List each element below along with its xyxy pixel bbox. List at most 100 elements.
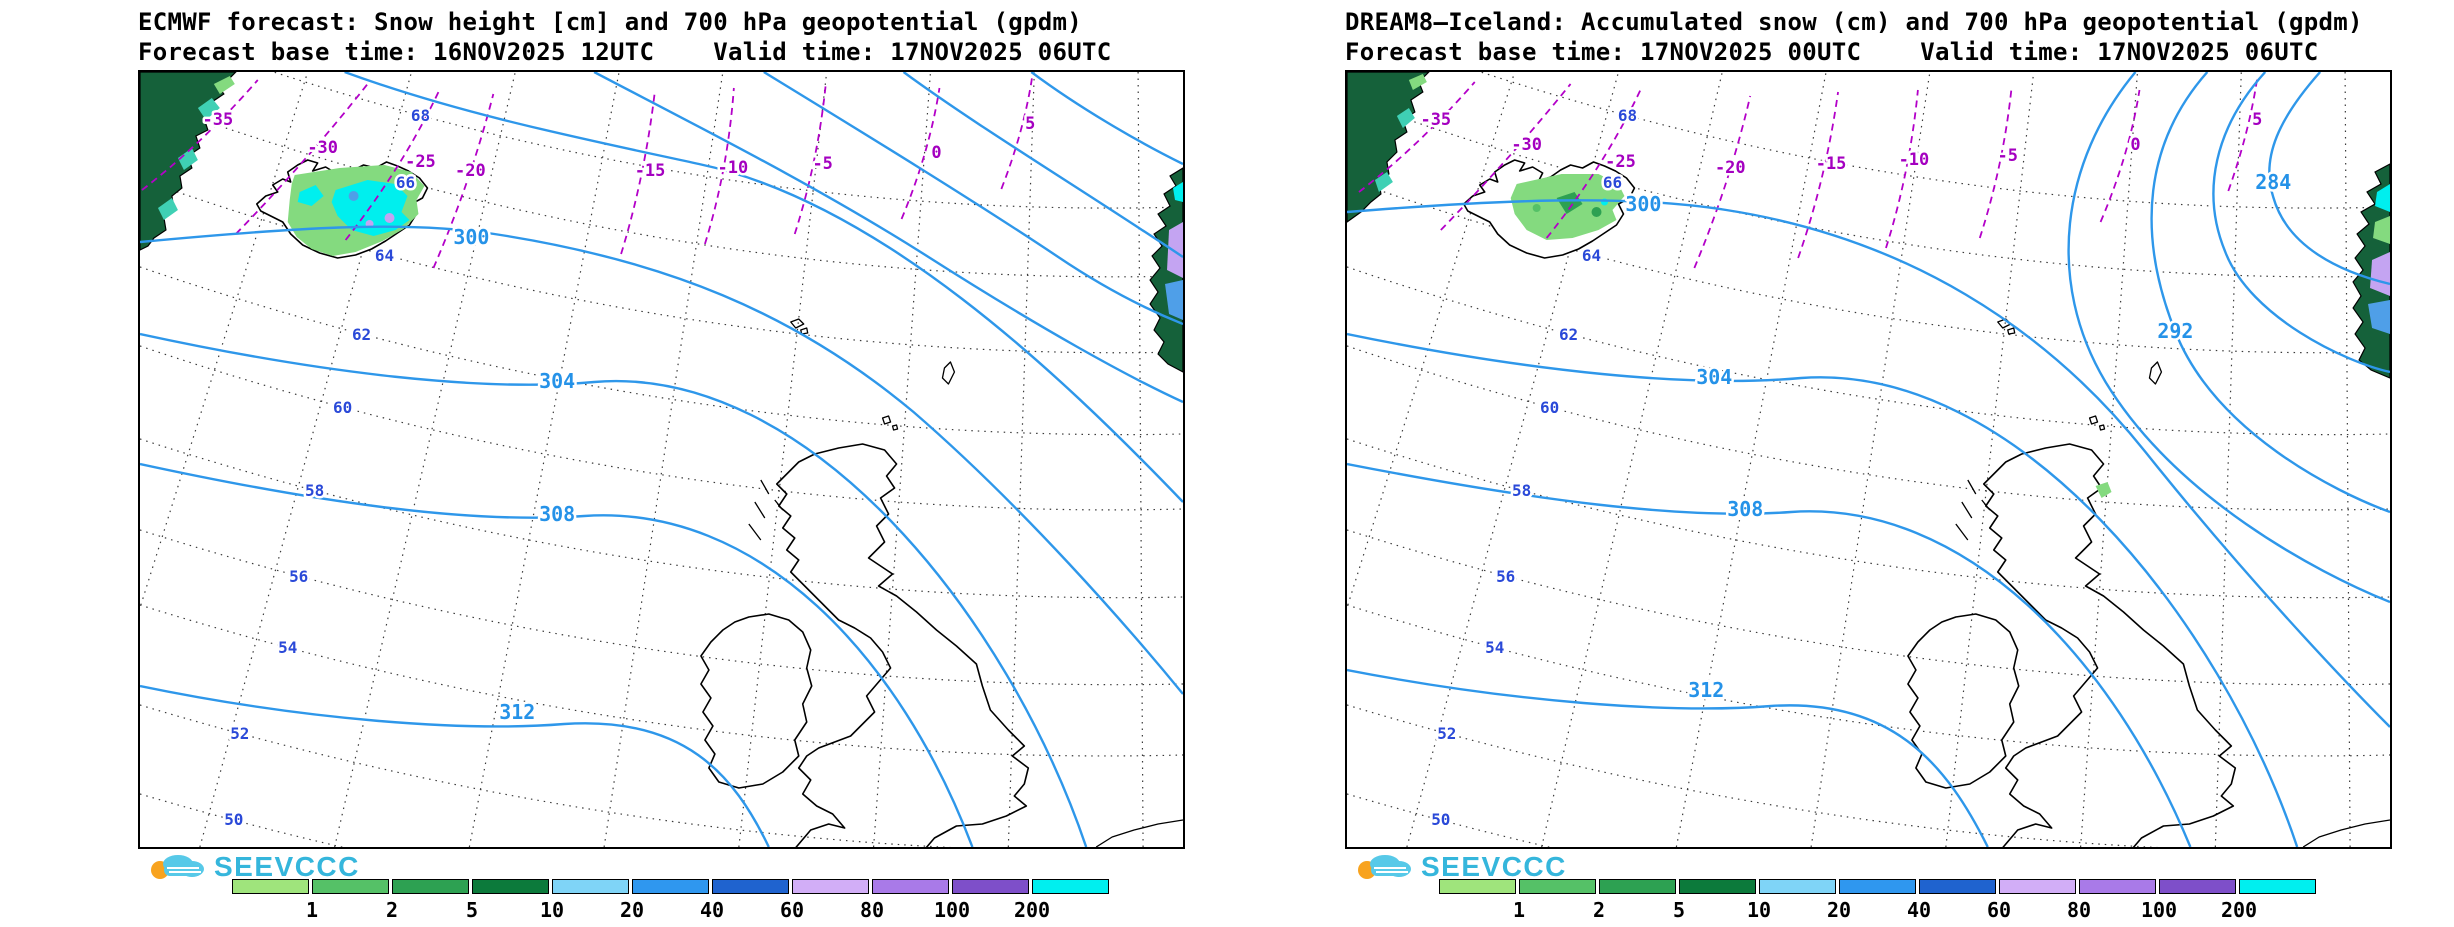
orkney-islands	[881, 415, 899, 431]
latitude-label: 64	[1582, 246, 1601, 265]
scale-cell	[872, 879, 949, 894]
latitude-label: 60	[1540, 398, 1559, 417]
temperature-contours	[141, 75, 1034, 269]
geopotential-label: 284	[2255, 170, 2291, 194]
scale-tick: 200	[1013, 898, 1051, 922]
snow-scale-ticks: 1 2 5 10 20 40 60 80 100 200	[232, 896, 1152, 922]
geopotential-label: 292	[2157, 319, 2193, 343]
temperature-label: -25	[1605, 152, 1636, 172]
temperature-label: -5	[812, 154, 832, 174]
orkney-islands	[2088, 415, 2106, 431]
latitude-label: 68	[1618, 106, 1637, 125]
map-frame-ecmwf: 68 66 64 62 60 58 56 54 52 50 -35 -30 -2…	[138, 70, 1185, 849]
ireland-coast	[1907, 613, 2020, 789]
scale-cell	[2079, 879, 2156, 894]
geopotential-contours	[140, 72, 1183, 847]
scale-cell	[1519, 879, 1596, 894]
scale-tick: 40	[1906, 898, 1932, 922]
latitude-label: 60	[333, 398, 352, 417]
scale-cell	[792, 879, 869, 894]
snow-scale-ticks: 1 2 5 10 20 40 60 80 100 200	[1439, 896, 2359, 922]
continental-coast	[1095, 819, 1183, 847]
hebrides-islands	[748, 479, 784, 541]
geopotential-label: 308	[1727, 497, 1763, 521]
panel-subtitle-dream8: Forecast base time: 17NOV2025 00UTC Vali…	[1345, 38, 2319, 66]
temperature-label: -5	[1998, 146, 2018, 166]
temperature-label: -15	[1816, 154, 1847, 174]
scale-tick: 60	[1986, 898, 2012, 922]
scale-cell	[232, 879, 309, 894]
latitude-label: 58	[1512, 481, 1531, 500]
temperature-label: 0	[2130, 135, 2140, 155]
latitude-label: 50	[1431, 810, 1450, 829]
scale-cell	[952, 879, 1029, 894]
scale-cell	[632, 879, 709, 894]
temperature-label: -30	[1511, 135, 1542, 155]
weather-map-ecmwf: 68 66 64 62 60 58 56 54 52 50 -35 -30 -2…	[140, 72, 1183, 847]
geopotential-label: 308	[539, 502, 575, 526]
scale-cell	[712, 879, 789, 894]
scale-tick: 100	[2140, 898, 2178, 922]
snow-color-scale	[1439, 879, 2316, 894]
greenland-coast	[1347, 72, 1430, 223]
land-masses	[1347, 72, 2390, 847]
temperature-label: -25	[405, 152, 436, 172]
panel-subtitle-ecmwf: Forecast base time: 16NOV2025 12UTC Vali…	[138, 38, 1112, 66]
scale-cell	[1759, 879, 1836, 894]
scale-cell	[312, 879, 389, 894]
panel-ecmwf: ECMWF forecast: Snow height [cm] and 700…	[138, 8, 1185, 927]
map-labels: 68 66 64 62 60 58 56 54 52 50 -35 -30 -2…	[1418, 103, 2294, 831]
scale-tick: 60	[779, 898, 805, 922]
weather-map-dream8: 68 66 64 62 60 58 56 54 52 50 -35 -30 -2…	[1347, 72, 2390, 847]
temperature-label: -30	[307, 138, 338, 158]
scale-cell	[2239, 879, 2316, 894]
scale-tick: 2	[1592, 898, 1606, 922]
scale-tick: 5	[465, 898, 479, 922]
scale-tick: 10	[1746, 898, 1772, 922]
scale-cell	[1919, 879, 1996, 894]
scale-cell	[472, 879, 549, 894]
scale-cell	[552, 879, 629, 894]
cloud-sun-logo-icon	[151, 855, 204, 879]
latitude-label: 56	[1496, 567, 1515, 586]
panel-title-dream8: DREAM8–Iceland: Accumulated snow (cm) an…	[1345, 8, 2363, 36]
scale-tick: 80	[2066, 898, 2092, 922]
temperature-label: 0	[931, 143, 941, 163]
latitude-label: 58	[305, 481, 324, 500]
scotland-snow-patch	[2095, 482, 2112, 498]
great-britain-coast	[1982, 443, 2237, 847]
scale-cell	[392, 879, 469, 894]
snow-color-scale	[232, 879, 1109, 894]
latitude-label: 54	[1485, 638, 1504, 657]
geopotential-label: 312	[1688, 678, 1724, 702]
temperature-label: -35	[1421, 110, 1452, 130]
scale-cell	[1032, 879, 1109, 894]
shetland-islands	[2148, 361, 2163, 385]
latitude-label: 62	[352, 325, 371, 344]
geopotential-label: 304	[539, 369, 575, 393]
temperature-label: 5	[1025, 114, 1035, 134]
latitude-label: 56	[289, 567, 308, 586]
land-masses	[140, 72, 1183, 847]
panel-footer-dream8: SEEVCCC 1 2 5 10 20 40 60 80 100 200	[1345, 849, 2392, 927]
panel-footer-ecmwf: SEEVCCC 1 2 5 10 20 40 60 80 100 200	[138, 849, 1185, 927]
seevccc-logo: SEEVCCC	[144, 849, 360, 885]
scale-tick: 1	[1512, 898, 1526, 922]
panel-title-ecmwf: ECMWF forecast: Snow height [cm] and 700…	[138, 8, 1082, 36]
temperature-label: -15	[635, 161, 666, 181]
map-frame-dream8: 68 66 64 62 60 58 56 54 52 50 -35 -30 -2…	[1345, 70, 2392, 849]
continental-coast	[2302, 819, 2390, 847]
shetland-islands	[941, 361, 956, 385]
scale-cell	[1839, 879, 1916, 894]
scale-tick: 100	[933, 898, 971, 922]
latitude-label: 50	[224, 810, 243, 829]
scale-tick: 2	[385, 898, 399, 922]
temperature-label: -20	[455, 161, 486, 181]
scale-tick: 5	[1672, 898, 1686, 922]
geopotential-contours	[1347, 72, 2390, 847]
scale-cell	[2159, 879, 2236, 894]
temperature-label: -10	[718, 158, 749, 178]
latitude-label: 66	[396, 173, 415, 192]
panel-dream8: DREAM8–Iceland: Accumulated snow (cm) an…	[1227, 0, 2454, 927]
